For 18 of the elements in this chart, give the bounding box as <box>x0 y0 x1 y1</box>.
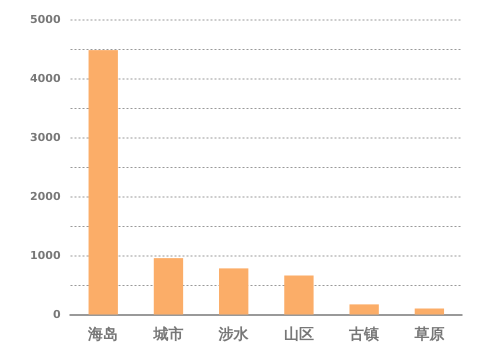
x-tick-label: 古镇 <box>348 324 380 343</box>
y-tick-label: 3000 <box>30 130 61 144</box>
bar <box>88 50 118 314</box>
x-tick-label: 涉水 <box>218 324 250 343</box>
bar <box>154 258 184 314</box>
y-tick-label: 1000 <box>30 248 61 262</box>
y-tick-label: 0 <box>52 308 61 321</box>
x-tick-label: 海岛 <box>87 324 118 343</box>
y-tick-label: 2000 <box>30 190 61 203</box>
bar <box>349 304 379 314</box>
x-tick-label: 城市 <box>152 324 184 343</box>
bar <box>414 308 444 314</box>
bar <box>219 268 248 314</box>
x-tick-label: 山区 <box>284 324 314 343</box>
bar <box>284 275 314 314</box>
x-tick-label: 草原 <box>413 324 444 343</box>
y-tick-label: 5000 <box>30 12 61 26</box>
y-tick-label: 4000 <box>30 72 61 85</box>
